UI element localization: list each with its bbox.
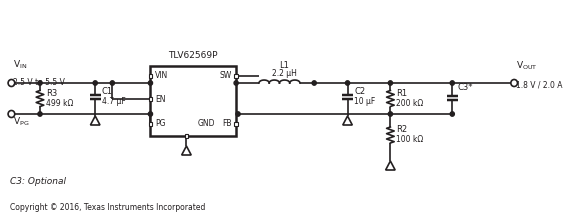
Circle shape [312, 81, 316, 85]
Circle shape [236, 112, 240, 116]
Polygon shape [343, 116, 352, 125]
Circle shape [149, 112, 153, 116]
Bar [149, 122, 153, 126]
Text: C1: C1 [102, 88, 113, 97]
Text: TLV62569P: TLV62569P [168, 51, 218, 60]
Text: Copyright © 2016, Texas Instruments Incorporated: Copyright © 2016, Texas Instruments Inco… [10, 202, 205, 211]
Circle shape [93, 81, 98, 85]
Text: C3*: C3* [457, 84, 472, 93]
Text: $\mathdefault{V_{IN}}$: $\mathdefault{V_{IN}}$ [14, 59, 28, 71]
Bar [234, 122, 238, 126]
Text: L1: L1 [280, 61, 289, 70]
Circle shape [450, 112, 454, 116]
Circle shape [149, 81, 153, 85]
Text: EN: EN [155, 95, 166, 103]
Text: 100 kΩ: 100 kΩ [396, 135, 424, 145]
Circle shape [450, 81, 454, 85]
Circle shape [38, 81, 42, 85]
Text: R2: R2 [396, 126, 407, 135]
Polygon shape [91, 116, 100, 125]
Text: 10 μF: 10 μF [354, 97, 375, 107]
Text: 1.8 V / 2.0 A: 1.8 V / 2.0 A [516, 80, 562, 89]
Text: 2.2 μH: 2.2 μH [272, 69, 297, 78]
Bar [184, 134, 188, 138]
Text: PG: PG [155, 120, 166, 128]
Text: GND: GND [198, 120, 215, 128]
Text: FB: FB [222, 120, 231, 128]
Text: VIN: VIN [155, 72, 168, 80]
Bar [149, 74, 153, 78]
Text: 200 kΩ: 200 kΩ [396, 99, 424, 108]
Text: $\mathdefault{V_{PG}}$: $\mathdefault{V_{PG}}$ [14, 116, 29, 128]
Text: 4.7 μF: 4.7 μF [102, 97, 126, 107]
Polygon shape [386, 161, 395, 170]
Circle shape [110, 81, 115, 85]
Text: C3: Optional: C3: Optional [10, 177, 66, 185]
Text: R1: R1 [396, 89, 407, 98]
Polygon shape [181, 146, 191, 155]
Bar [150, 66, 236, 136]
Circle shape [345, 81, 350, 85]
Circle shape [388, 112, 392, 116]
Text: SW: SW [219, 72, 231, 80]
Text: C2: C2 [354, 88, 365, 97]
Text: 2.5 V to 5.5 V: 2.5 V to 5.5 V [14, 78, 65, 87]
Bar [234, 74, 238, 78]
Text: $\mathdefault{V_{OUT}}$: $\mathdefault{V_{OUT}}$ [516, 59, 538, 72]
Bar [149, 97, 153, 101]
Circle shape [234, 81, 238, 85]
Circle shape [388, 81, 392, 85]
Circle shape [38, 112, 42, 116]
Text: R3: R3 [46, 89, 57, 98]
Text: 499 kΩ: 499 kΩ [46, 99, 73, 108]
